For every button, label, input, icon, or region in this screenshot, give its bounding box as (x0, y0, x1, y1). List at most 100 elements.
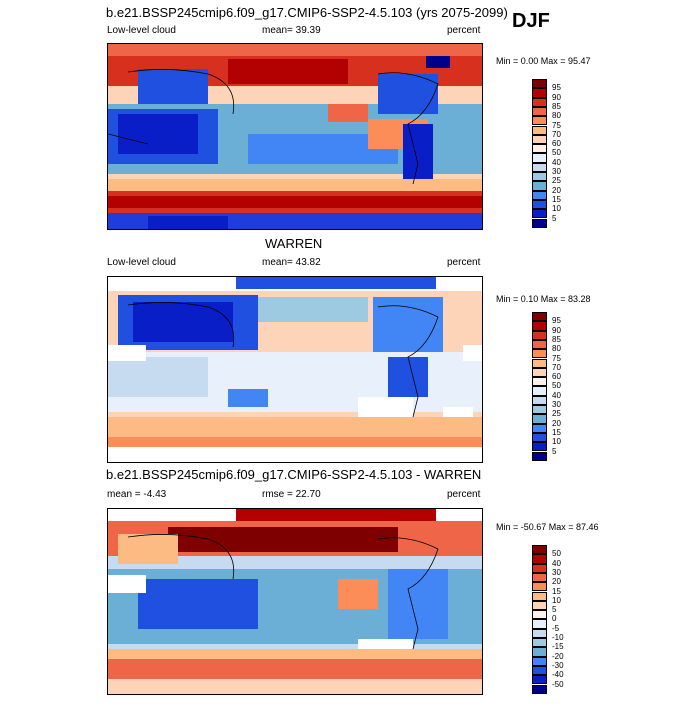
legend-label: 50 (552, 148, 561, 158)
legend-label: 95 (552, 316, 561, 326)
legend-swatch (532, 610, 547, 620)
panel-title: b.e21.BSSP245cmip6.f09_g17.CMIP6-SSP2-4.… (106, 467, 482, 482)
legend-swatch (532, 134, 547, 145)
mean-label: mean= 43.82 (262, 257, 321, 268)
legend-swatch (532, 638, 547, 648)
legend-label: 70 (552, 362, 561, 372)
legend-label: -40 (552, 670, 564, 680)
legend-swatch (532, 125, 547, 135)
legend-swatch (532, 153, 547, 163)
legend-swatch (532, 451, 547, 461)
units-label: percent (447, 489, 481, 500)
legend-label: 10 (552, 204, 561, 214)
legend-swatch (532, 116, 547, 126)
legend-swatch (532, 563, 547, 573)
units-label: percent (447, 25, 481, 36)
legend-swatch (532, 330, 547, 340)
legend-swatch (532, 405, 547, 415)
color-legend-diff: 50 40 30 20 15 10 5 0 -5 -10 -15 -20 -30 -40 -50 (532, 545, 572, 710)
legend-label: 40 (552, 390, 561, 400)
legend-swatch (532, 442, 547, 452)
legend-label: 25 (552, 409, 561, 419)
legend-swatch (532, 144, 547, 154)
legend-swatch (532, 377, 547, 387)
legend-label: 50 (552, 381, 561, 391)
legend-label: 85 (552, 101, 561, 111)
legend-swatch (532, 656, 547, 666)
legend-swatch (532, 432, 547, 443)
legend-swatch (532, 423, 547, 433)
legend-swatch (532, 97, 547, 107)
legend-swatch (532, 181, 547, 191)
season-label: DJF (512, 10, 550, 32)
legend-label: -20 (552, 651, 564, 661)
legend-label: 60 (552, 372, 561, 382)
cloud-map-diff (107, 508, 483, 695)
variable-label: Low-level cloud (107, 25, 176, 36)
legend-swatch (532, 321, 547, 331)
legend-swatch (532, 600, 547, 611)
legend-swatch (532, 79, 547, 89)
legend-label: 75 (552, 353, 561, 363)
legend-label: 15 (552, 586, 561, 596)
legend-swatch (532, 367, 547, 378)
legend-swatch (532, 172, 547, 182)
legend-label: 80 (552, 111, 561, 121)
legend-swatch (532, 106, 547, 117)
legend-label: -5 (552, 623, 560, 633)
cloud-map-obs (107, 276, 483, 463)
legend-swatch (532, 414, 547, 424)
color-legend-obs: 95 90 85 80 75 70 60 50 40 30 25 20 15 10 5 (532, 312, 572, 477)
panel-title: b.e21.BSSP245cmip6.f09_g17.CMIP6-SSP2-4.… (106, 5, 508, 20)
legend-label: 25 (552, 176, 561, 186)
min-max-label: Min = 0.10 Max = 83.28 (496, 294, 591, 304)
legend-swatch (532, 358, 547, 368)
legend-swatch (532, 88, 547, 98)
legend-label: 90 (552, 92, 561, 102)
mean-label: mean= 39.39 (262, 25, 321, 36)
variable-label: Low-level cloud (107, 257, 176, 268)
cloud-map-model (107, 43, 483, 230)
legend-swatch (532, 554, 547, 564)
legend-swatch (532, 162, 547, 172)
legend-swatch (532, 675, 547, 685)
legend-swatch (532, 199, 547, 210)
legend-label: 30 (552, 400, 561, 409)
legend-swatch (532, 619, 547, 629)
panel-title: WARREN (265, 236, 323, 251)
legend-label: -30 (552, 660, 564, 670)
legend-label: 5 (552, 213, 557, 223)
legend-swatch (532, 545, 547, 555)
legend-swatch (532, 591, 547, 601)
legend-label: 40 (552, 558, 561, 568)
legend-label: -10 (552, 633, 564, 642)
mean-label: mean = -4.43 (107, 489, 167, 500)
legend-swatch (532, 647, 547, 657)
legend-label: 75 (552, 120, 561, 130)
legend-label: 20 (552, 418, 561, 428)
rmse-label: rmse = 22.70 (262, 489, 321, 500)
legend-label: 10 (552, 595, 561, 605)
legend-label: 60 (552, 139, 561, 149)
legend-label: 10 (552, 437, 561, 447)
legend-label: 20 (552, 185, 561, 195)
legend-label: 30 (552, 167, 561, 176)
legend-label: 95 (552, 83, 561, 93)
min-max-label: Min = -50.67 Max = 87.46 (496, 522, 599, 532)
min-max-label: Min = 0.00 Max = 95.47 (496, 56, 591, 66)
legend-label: 50 (552, 549, 561, 559)
legend-label: 20 (552, 577, 561, 587)
legend-label: 70 (552, 129, 561, 139)
color-legend-model: 95 90 85 80 75 70 60 50 40 30 25 20 15 10 5 (532, 79, 572, 244)
legend-label: 85 (552, 334, 561, 344)
legend-swatch (532, 386, 547, 396)
legend-swatch (532, 628, 547, 638)
legend-swatch (532, 312, 547, 322)
legend-swatch (532, 665, 547, 676)
legend-label: 15 (552, 194, 561, 204)
legend-label: -50 (552, 679, 564, 689)
legend-swatch (532, 349, 547, 359)
legend-swatch (532, 684, 547, 694)
legend-swatch (532, 209, 547, 219)
legend-label: 5 (552, 605, 557, 615)
